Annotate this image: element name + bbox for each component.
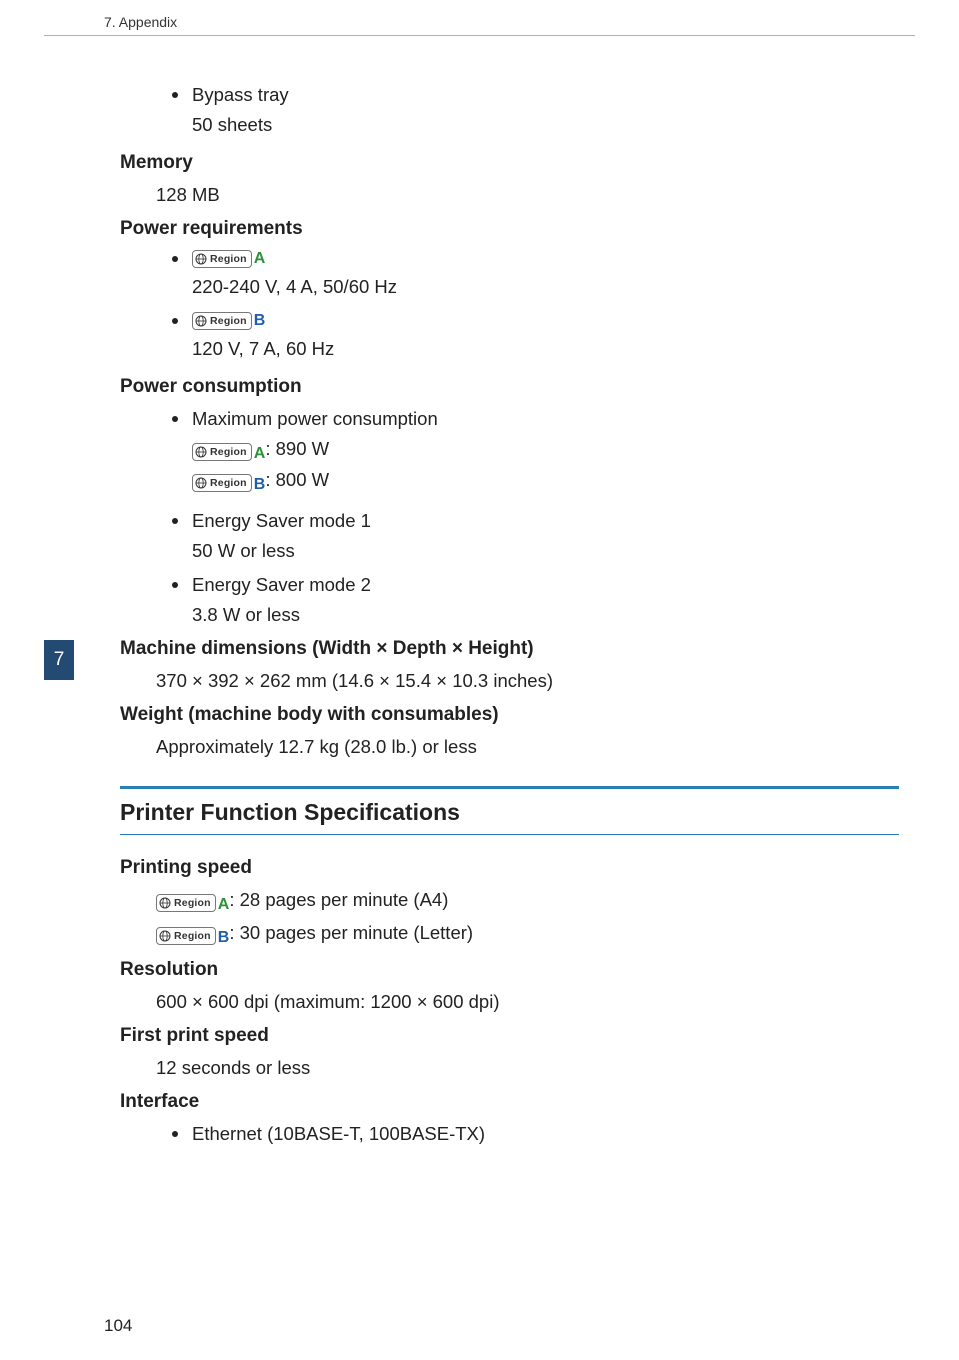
list-item-label: Ethernet (10BASE-T, 100BASE-TX)	[192, 1123, 485, 1145]
region-word: Region	[210, 313, 247, 329]
spec-term: Memory	[120, 152, 899, 174]
list-item: Ethernet (10BASE-T, 100BASE-TX)	[172, 1123, 899, 1145]
spec-term: Machine dimensions (Width × Depth × Heig…	[120, 638, 899, 660]
list-item: Energy Saver mode 2	[172, 574, 899, 596]
spec-value: Region A: 890 W	[192, 438, 899, 463]
list-item: Energy Saver mode 1	[172, 510, 899, 532]
text: : 890 W	[265, 438, 329, 459]
page-content: Bypass tray 50 sheets Memory 128 MB Powe…	[120, 84, 899, 1153]
bullet-icon	[172, 582, 178, 588]
region-badge-a: Region	[156, 894, 216, 912]
region-word: Region	[210, 475, 247, 491]
bullet-icon	[172, 1131, 178, 1137]
region-badge-b: Region	[192, 474, 252, 492]
list-item: Region A	[172, 250, 899, 268]
spec-value: 220-240 V, 4 A, 50/60 Hz	[192, 276, 899, 298]
region-badge-b: Region	[156, 927, 216, 945]
list-item-value: 50 sheets	[192, 114, 899, 136]
globe-icon	[159, 930, 171, 942]
spec-term: Resolution	[120, 959, 899, 981]
spec-value: 370 × 392 × 262 mm (14.6 × 15.4 × 10.3 i…	[156, 670, 899, 692]
region-word: Region	[174, 928, 211, 944]
list-item-label: Energy Saver mode 2	[192, 574, 371, 596]
spec-term: Weight (machine body with consumables)	[120, 704, 899, 726]
region-badge-a: Region	[192, 250, 252, 268]
spec-term: First print speed	[120, 1025, 899, 1047]
region-letter-b: B	[254, 312, 266, 330]
globe-icon	[159, 897, 171, 909]
spec-value: Region B: 800 W	[192, 469, 899, 494]
region-letter-a: A	[254, 445, 266, 463]
list-item-label: Energy Saver mode 1	[192, 510, 371, 532]
globe-icon	[195, 315, 207, 327]
globe-icon	[195, 477, 207, 489]
region-word: Region	[210, 251, 247, 267]
page-number: 104	[104, 1316, 132, 1336]
text: : 800 W	[265, 469, 329, 490]
spec-value: 12 seconds or less	[156, 1057, 899, 1079]
spec-term: Power requirements	[120, 218, 899, 240]
list-item: Bypass tray	[172, 84, 899, 106]
bullet-icon	[172, 518, 178, 524]
list-item-label: Maximum power consumption	[192, 408, 438, 430]
list-item: Region B	[172, 312, 899, 330]
spec-term: Printing speed	[120, 857, 899, 879]
region-letter-a: A	[254, 250, 266, 268]
region-letter-b: B	[254, 476, 266, 494]
spec-value: Region A: 28 pages per minute (A4)	[156, 889, 899, 914]
text: : 30 pages per minute (Letter)	[229, 922, 473, 943]
chapter-side-tab: 7	[44, 640, 74, 680]
spec-value: Approximately 12.7 kg (28.0 lb.) or less	[156, 736, 899, 758]
globe-icon	[195, 446, 207, 458]
list-item-label: Bypass tray	[192, 84, 289, 106]
region-letter-a: A	[218, 896, 230, 914]
spec-value: Region B: 30 pages per minute (Letter)	[156, 922, 899, 947]
running-head: 7. Appendix	[104, 14, 177, 30]
region-letter-b: B	[218, 929, 230, 947]
bullet-icon	[172, 256, 178, 262]
spec-value: 3.8 W or less	[192, 604, 899, 626]
globe-icon	[195, 253, 207, 265]
spec-term: Interface	[120, 1091, 899, 1113]
region-word: Region	[210, 444, 247, 460]
spec-value: 600 × 600 dpi (maximum: 1200 × 600 dpi)	[156, 991, 899, 1013]
spec-term: Power consumption	[120, 376, 899, 398]
text: : 28 pages per minute (A4)	[229, 889, 448, 910]
bullet-icon	[172, 92, 178, 98]
region-word: Region	[174, 895, 211, 911]
region-badge-a: Region	[192, 443, 252, 461]
spec-value: 120 V, 7 A, 60 Hz	[192, 338, 899, 360]
region-badge-b: Region	[192, 312, 252, 330]
bullet-icon	[172, 318, 178, 324]
header-rule	[44, 35, 915, 36]
spec-value: 50 W or less	[192, 540, 899, 562]
section-rule-bottom	[120, 834, 899, 835]
section-title: Printer Function Specifications	[120, 789, 899, 834]
spec-value: 128 MB	[156, 184, 899, 206]
list-item: Maximum power consumption	[172, 408, 899, 430]
bullet-icon	[172, 416, 178, 422]
